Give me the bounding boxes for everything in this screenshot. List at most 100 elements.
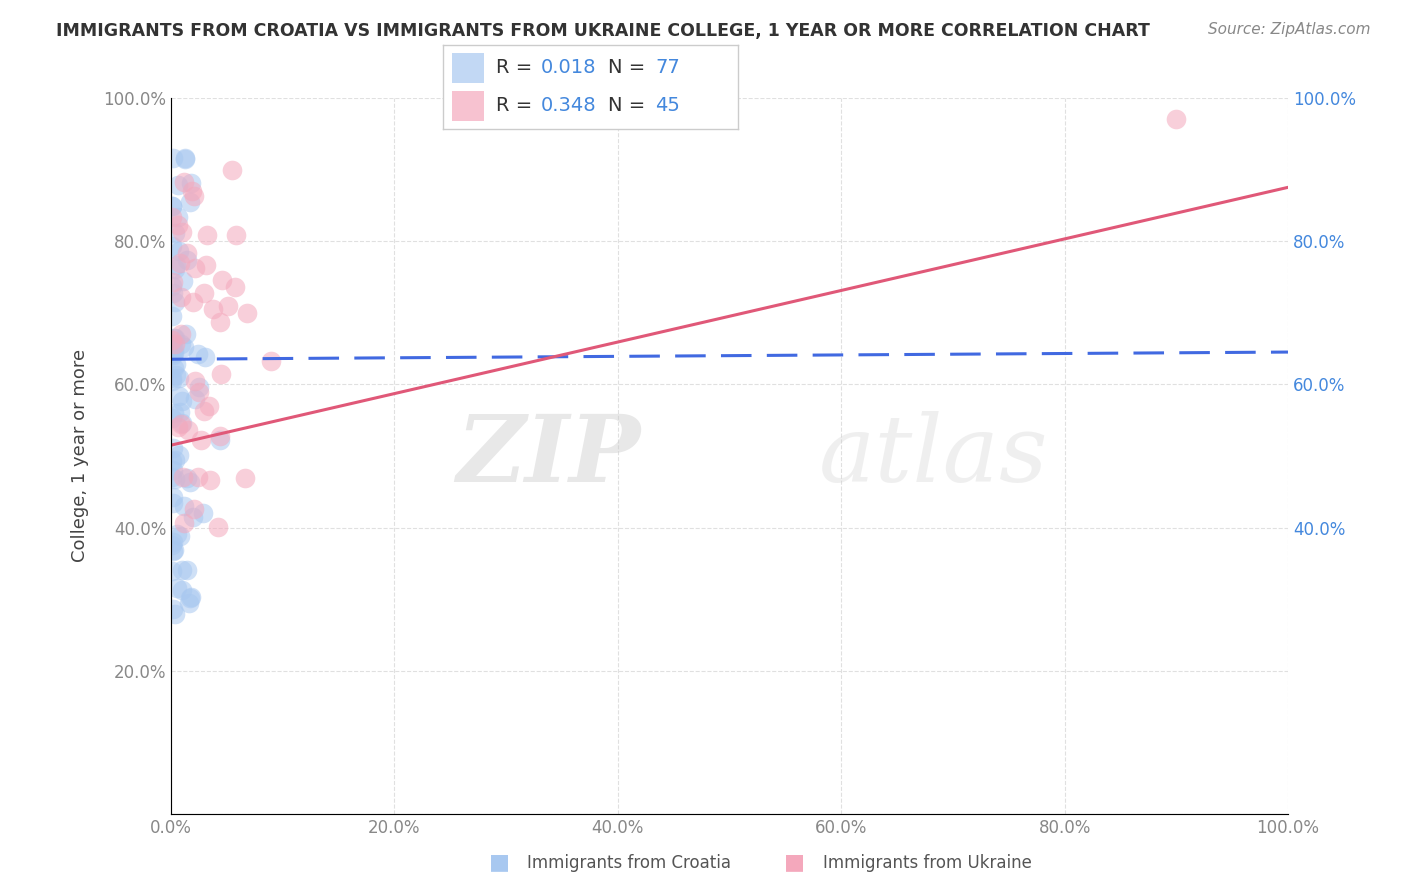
Bar xyxy=(451,91,484,120)
Point xyxy=(165,368,187,382)
Point xyxy=(179,194,201,209)
Point xyxy=(170,394,193,409)
Text: Immigrants from Ukraine: Immigrants from Ukraine xyxy=(823,855,1032,872)
Point xyxy=(184,374,207,388)
Point xyxy=(260,354,283,368)
Point xyxy=(170,563,193,577)
Point xyxy=(209,367,232,381)
Point xyxy=(163,453,186,467)
Point xyxy=(176,471,198,485)
Point xyxy=(165,258,187,272)
Text: ■: ■ xyxy=(489,853,509,872)
Point xyxy=(160,411,183,425)
Point xyxy=(170,290,193,304)
Point xyxy=(195,258,218,272)
Text: R =: R = xyxy=(496,96,538,115)
Point xyxy=(166,178,188,192)
Point xyxy=(162,343,184,357)
Point xyxy=(174,151,197,165)
Point xyxy=(167,448,190,462)
Point xyxy=(1166,112,1188,127)
Point xyxy=(183,501,205,516)
Point xyxy=(200,473,222,487)
Point xyxy=(162,337,184,351)
Point xyxy=(176,245,198,260)
Point xyxy=(172,469,194,483)
Point xyxy=(165,357,187,371)
Point xyxy=(170,583,193,598)
Point xyxy=(173,340,195,354)
Point xyxy=(163,295,186,310)
Point xyxy=(162,538,184,552)
Point xyxy=(162,285,184,300)
Point xyxy=(160,239,183,253)
Point xyxy=(202,301,225,316)
Point xyxy=(162,490,184,504)
Point xyxy=(167,389,190,403)
Point xyxy=(162,333,184,347)
Point xyxy=(170,336,193,351)
Point xyxy=(187,379,209,393)
Point xyxy=(160,470,183,484)
Point xyxy=(176,252,198,267)
Point xyxy=(167,218,190,232)
Point xyxy=(209,434,232,448)
Point xyxy=(166,582,188,596)
Point xyxy=(163,361,186,376)
Point xyxy=(187,385,209,400)
Point xyxy=(209,315,232,329)
Point xyxy=(162,535,184,549)
Text: IMMIGRANTS FROM CROATIA VS IMMIGRANTS FROM UKRAINE COLLEGE, 1 YEAR OR MORE CORRE: IMMIGRANTS FROM CROATIA VS IMMIGRANTS FR… xyxy=(56,22,1150,40)
Point xyxy=(173,516,195,530)
Text: N =: N = xyxy=(609,58,652,77)
Text: ZIP: ZIP xyxy=(456,411,640,501)
Text: 45: 45 xyxy=(655,96,681,115)
Point xyxy=(162,544,184,558)
Point xyxy=(190,434,212,448)
Point xyxy=(165,331,187,345)
Point xyxy=(160,454,183,468)
Point xyxy=(176,563,198,577)
Point xyxy=(187,347,209,361)
Point xyxy=(162,441,184,455)
Text: Immigrants from Croatia: Immigrants from Croatia xyxy=(527,855,731,872)
Point xyxy=(211,273,233,287)
Text: atlas: atlas xyxy=(818,411,1049,501)
Point xyxy=(193,507,215,521)
Point xyxy=(160,210,183,224)
Point xyxy=(179,475,201,490)
Point xyxy=(167,244,190,258)
Point xyxy=(160,309,183,323)
Text: 0.348: 0.348 xyxy=(540,96,596,115)
Point xyxy=(198,399,221,413)
Point xyxy=(221,162,243,177)
Point xyxy=(180,590,202,604)
Point xyxy=(162,496,184,510)
Point xyxy=(166,526,188,541)
Point xyxy=(180,184,202,198)
Text: ■: ■ xyxy=(785,853,804,872)
Point xyxy=(173,175,195,189)
Point xyxy=(169,405,191,419)
Point xyxy=(181,295,204,310)
Point xyxy=(165,472,187,486)
Point xyxy=(183,188,205,202)
Point xyxy=(163,331,186,345)
Point xyxy=(163,227,186,241)
Point xyxy=(181,510,204,524)
Point xyxy=(163,607,186,621)
Point xyxy=(193,286,215,301)
Point xyxy=(176,327,198,342)
Point xyxy=(169,529,191,543)
Point xyxy=(236,305,259,319)
Point xyxy=(160,199,183,213)
Point xyxy=(163,543,186,558)
Point xyxy=(162,275,184,289)
Point xyxy=(170,327,193,342)
Point xyxy=(162,348,184,362)
Text: 77: 77 xyxy=(655,58,681,77)
Point xyxy=(177,423,200,437)
Point xyxy=(207,520,229,534)
Point xyxy=(172,274,194,288)
Point xyxy=(184,260,207,275)
